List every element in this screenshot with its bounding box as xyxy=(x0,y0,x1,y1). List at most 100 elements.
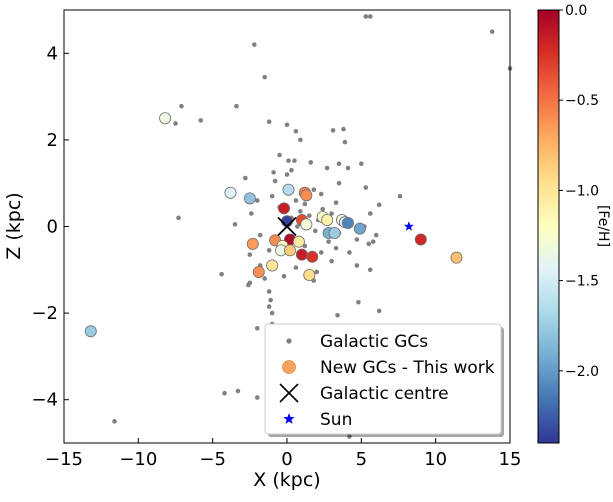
galactic-gc-point xyxy=(333,200,339,205)
galactic-gc-point xyxy=(198,118,204,123)
galactic-gc-point xyxy=(179,103,184,109)
colorbar xyxy=(537,9,560,444)
galactic-gc-point xyxy=(335,312,340,318)
colorbar-tick-label: −1.5 xyxy=(565,274,599,290)
y-tick-label: −4 xyxy=(31,390,58,411)
galactic-gc-point xyxy=(232,222,238,227)
galactic-gc-point xyxy=(266,304,272,309)
galactic-gc-point xyxy=(307,213,312,218)
y-tick-label: 0 xyxy=(47,217,58,238)
galactic-gc-point xyxy=(268,297,273,303)
new-gc-point xyxy=(306,250,319,263)
galactic-gc-point xyxy=(312,228,318,234)
galactic-gc-point xyxy=(222,390,227,396)
galactic-gc-point xyxy=(356,299,361,305)
galactic-gc-point xyxy=(308,160,314,165)
galactic-gc-point xyxy=(219,271,224,277)
new-gc-point xyxy=(341,217,354,230)
galactic-gc-point xyxy=(329,258,334,264)
new-gc-point xyxy=(303,268,316,281)
galactic-gc-point xyxy=(367,267,373,273)
galactic-gc-point xyxy=(176,215,181,221)
galactic-gc-point xyxy=(311,187,317,192)
x-axis-ticks: −15 −10 −5 0 5 10 15 xyxy=(45,438,521,470)
y-tick-label: −2 xyxy=(31,303,58,324)
galactic-gc-point xyxy=(489,29,495,34)
new-gc-point xyxy=(414,233,427,246)
legend-new-gcs-label: New GCs - This work xyxy=(320,358,495,378)
colorbar-tick-label: −0.5 xyxy=(565,93,599,109)
galactic-gc-point xyxy=(281,273,287,279)
galactic-gc-point xyxy=(254,325,260,331)
galactic-gc-point xyxy=(347,250,352,255)
galactic-gc-point xyxy=(298,137,303,143)
x-tick-label: 15 xyxy=(499,449,522,470)
colorbar-ticks: 0.0 −0.5 −1.0 −1.5 −2.0 xyxy=(559,3,599,380)
galactic-gc-point xyxy=(266,119,272,125)
x-tick-label: 5 xyxy=(356,449,367,470)
galactic-gc-point xyxy=(333,245,339,251)
galactic-gc-point xyxy=(266,289,272,294)
galactic-gc-point xyxy=(397,193,403,199)
new-gc-point xyxy=(292,235,305,248)
galactic-gc-point xyxy=(329,211,334,216)
galactic-gc-point xyxy=(318,191,324,197)
galactic-gc-point xyxy=(330,128,336,133)
x-tick-label: −10 xyxy=(119,449,157,470)
galactic-gc-point xyxy=(367,14,373,19)
galactic-gc-point xyxy=(336,180,342,186)
new-gc-point xyxy=(252,265,265,278)
galactic-gc-point xyxy=(376,308,382,314)
new-gc-point xyxy=(282,183,295,196)
x-axis-label: X (kpc) xyxy=(253,469,320,491)
galactic-gc-point xyxy=(271,170,276,175)
galactic-gc-point xyxy=(295,224,300,229)
y-tick-label: 4 xyxy=(47,43,58,64)
galactic-gc-point xyxy=(293,198,299,203)
colorbar-tick-label: −2.0 xyxy=(565,364,599,380)
new-gc-point xyxy=(224,186,237,199)
galactic-gc-point xyxy=(366,241,372,247)
galactic-gc-point xyxy=(347,434,352,439)
galactic-gc-point xyxy=(363,185,369,190)
new-gc-point xyxy=(283,244,296,257)
galactic-gc-point xyxy=(363,14,369,19)
galactic-gc-point xyxy=(246,282,251,288)
galactic-gc-point xyxy=(336,161,342,167)
colorbar-tick-label: −1.0 xyxy=(565,183,599,199)
galactic-gc-point xyxy=(112,419,117,424)
galactic-gc-point xyxy=(272,178,278,184)
galactic-centre-marker xyxy=(277,216,297,237)
x-tick-label: −5 xyxy=(199,449,226,470)
galactic-gc-point xyxy=(277,152,282,158)
galactic-gc-point xyxy=(286,158,291,163)
legend-sun-label: Sun xyxy=(320,410,352,430)
new-gc-point xyxy=(159,112,172,125)
galactic-gc-point xyxy=(293,128,299,134)
y-axis-label: Z (kpc) xyxy=(3,192,25,259)
galactic-gc-point xyxy=(262,276,268,281)
galactic-gc-point xyxy=(324,165,330,171)
new-gc-point xyxy=(450,251,463,264)
galactic-gc-point xyxy=(269,310,275,316)
galactic-gc-point xyxy=(262,74,268,80)
galactic-gc-point xyxy=(257,232,263,238)
new-gc-point xyxy=(353,222,366,235)
legend-new-gcs-marker xyxy=(282,360,296,374)
galactic-gc-point xyxy=(173,121,178,126)
new-gc-point xyxy=(243,192,256,205)
galactic-gc-point xyxy=(318,250,324,255)
y-axis-ticks: −4 −2 0 2 4 xyxy=(31,43,69,411)
new-gc-point xyxy=(84,325,97,338)
legend-galactic-gcs-label: Galactic GCs xyxy=(320,332,428,352)
galactic-gc-point xyxy=(284,122,290,128)
new-gc-point xyxy=(278,202,291,215)
galactic-gc-point xyxy=(320,206,325,212)
galactic-gc-point xyxy=(345,165,351,171)
galactic-gc-point xyxy=(326,239,331,244)
galactic-gc-point xyxy=(302,201,308,207)
galactic-gc-point xyxy=(341,126,346,132)
x-tick-label: −15 xyxy=(45,449,83,470)
colorbar-label: [Fe/H] xyxy=(595,205,611,247)
